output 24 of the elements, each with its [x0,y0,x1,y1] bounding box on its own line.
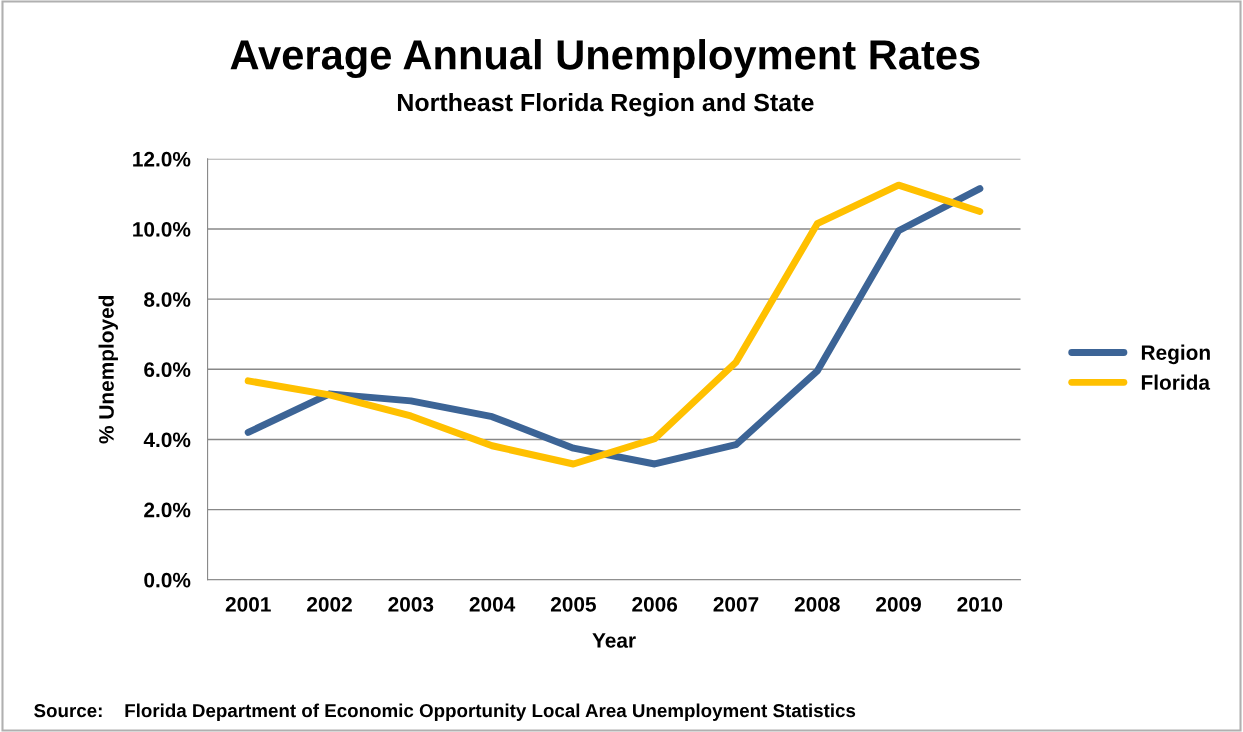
x-tick-label: 2005 [550,596,596,612]
x-tick-label: 2004 [469,596,516,612]
y-tick-label: 0.0% [144,572,191,588]
legend-label: Florida [1141,374,1211,390]
y-tick-label: 6.0% [144,362,191,378]
y-axis-title: % Unemployed [98,296,118,444]
legend-label: Region [1141,344,1210,365]
x-tick-label: 2002 [307,596,352,612]
y-tick-label: 8.0% [144,292,191,307]
source-note: Source: Florida Department of Economic Opportunity Local Area Unemployment Statistics [34,703,856,721]
chart-subtitle: Northeast Florida Region and State [397,92,814,117]
x-axis-title: Year [592,633,636,648]
x-tick-label: 2009 [876,596,921,612]
x-tick-label: 2007 [713,596,759,612]
x-tick-label: 2003 [388,596,434,612]
y-tick-label: 12.0% [133,151,191,167]
x-tick-label: 2006 [632,596,678,612]
y-tick-label: 4.0% [143,432,191,448]
x-tick-label: 2001 [225,596,271,612]
x-tick-label: 2010 [957,596,1003,612]
chart-title: Average Annual Unemployment Rates [230,39,980,79]
x-tick-label: 2008 [794,596,840,612]
y-tick-label: 2.0% [144,502,191,518]
y-tick-label: 10.0% [133,222,191,237]
